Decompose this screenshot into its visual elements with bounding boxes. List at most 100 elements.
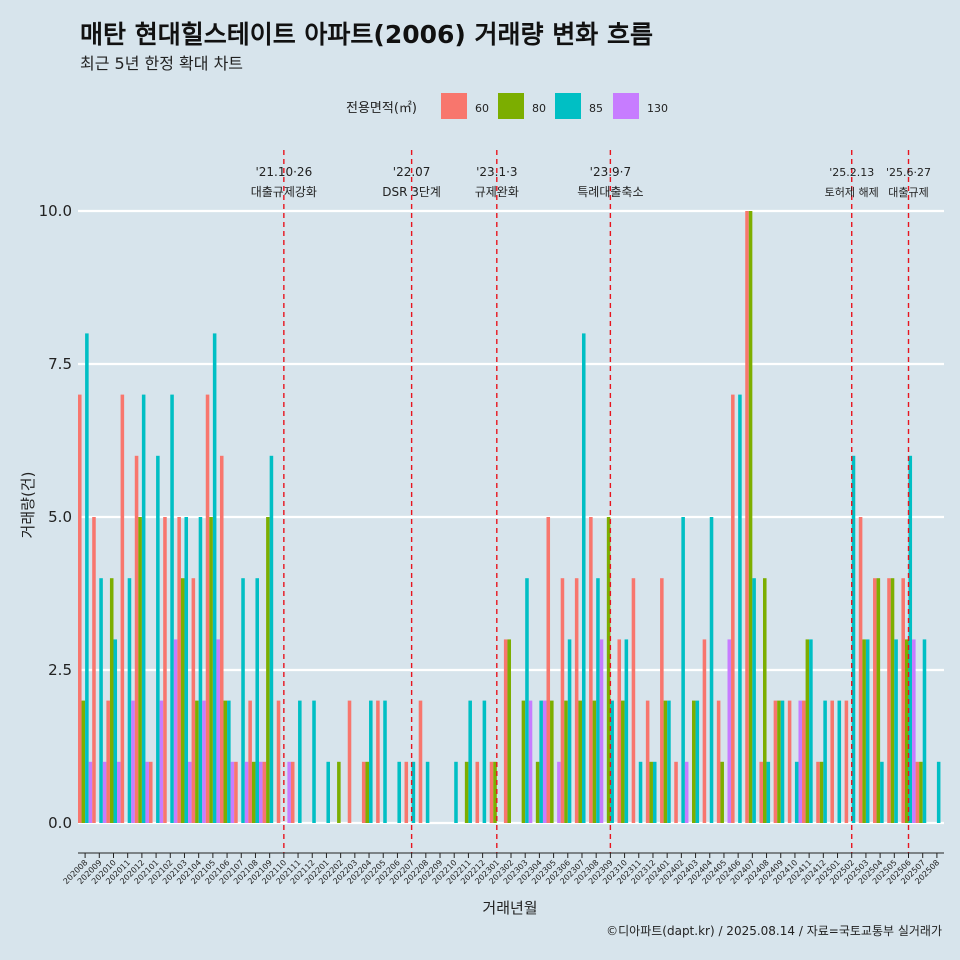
y-axis-title: 거래량(건) (19, 472, 37, 539)
bar-202009-85 (99, 578, 103, 823)
event-lines: '21.10·26 대출규제강화 '22.07 DSR 3단계 '23.1·3 규제완화 '… (251, 150, 931, 853)
legend-key-80 (498, 93, 524, 119)
bar-202108-60 (248, 700, 252, 823)
bar-202012-85 (141, 394, 146, 823)
bar-202508-85 (936, 761, 941, 823)
y-tick-label: 7.5 (48, 355, 72, 373)
bar-202405-60 (716, 700, 721, 823)
bar-202503-85 (865, 639, 870, 823)
bar-202303-85 (525, 578, 529, 823)
bar-202102-60 (163, 517, 167, 823)
bar-202411-85 (809, 639, 813, 823)
bar-202401-60 (660, 578, 664, 823)
bar-202107-85 (241, 578, 245, 823)
chart-title: 매탄 현대힐스테이트 아파트(2006) 거래량 변화 흐름 (80, 20, 653, 49)
bar-202008-60 (78, 394, 82, 823)
bar-202307-60 (574, 578, 579, 823)
bar-202411-80 (805, 639, 810, 823)
bar-202312-85 (652, 761, 657, 823)
bar-202010-80 (109, 578, 114, 823)
bar-202406-60 (731, 394, 735, 823)
bar-202506-130 (912, 639, 916, 823)
bar-202112-85 (312, 700, 316, 823)
bar-202012-80 (138, 517, 142, 823)
bar-202306-60 (560, 578, 565, 823)
bar-202106-85 (227, 700, 231, 823)
bar-202103-80 (180, 578, 185, 823)
caption: ©디아파트(dapt.kr) / 2025.08.14 / 자료=국토교통부 실… (606, 924, 942, 938)
bar-202411-60 (802, 700, 806, 823)
y-axis: 0.0 2.5 5.0 7.5 10.0 (39, 202, 72, 832)
bar-202008-130 (88, 761, 93, 823)
bar-202210-85 (454, 761, 458, 823)
event-label-202506: 대출규제 (888, 186, 928, 199)
bar-202403-80 (692, 700, 696, 823)
bar-202501-85 (837, 700, 842, 823)
bar-202412-85 (823, 700, 827, 823)
legend: 전용면적(㎡) 60 80 85 130 (346, 93, 668, 119)
bar-202109-80 (266, 517, 270, 823)
bar-202310-85 (624, 639, 629, 823)
legend-key-85 (555, 93, 581, 119)
bar-202204-60 (361, 761, 366, 823)
bar-202305-80 (550, 700, 554, 823)
bar-202109-85 (269, 455, 274, 823)
bar-202305-130 (557, 761, 561, 823)
bar-202404-60 (702, 639, 707, 823)
bar-202312-60 (645, 700, 650, 823)
event-date-202110: '21.10·26 (255, 165, 312, 179)
bar-202302-60 (503, 639, 508, 823)
legend-label-85: 85 (589, 102, 603, 115)
bar-202404-85 (709, 517, 714, 823)
bar-202409-80 (777, 700, 781, 823)
bar-202202-80 (337, 761, 341, 823)
bar-202008-80 (81, 700, 86, 823)
bar-202307-85 (581, 333, 586, 823)
bar-202308-130 (599, 639, 604, 823)
bar-202407-80 (748, 211, 753, 823)
event-label-202301: 규제완화 (475, 185, 519, 199)
bar-202504-80 (876, 578, 881, 823)
bar-202101-85 (156, 455, 160, 823)
bar-202410-130 (798, 700, 803, 823)
bar-202506-80 (904, 639, 909, 823)
bar-202203-60 (347, 700, 352, 823)
y-tick-label: 5.0 (48, 508, 72, 526)
bar-202507-80 (919, 761, 923, 823)
bar-202104-80 (195, 700, 199, 823)
bar-202107-130 (244, 761, 249, 823)
bar-202105-60 (205, 394, 210, 823)
bar-202406-85 (738, 394, 742, 823)
bar-202308-80 (592, 700, 597, 823)
bar-202506-85 (908, 455, 913, 823)
bar-202408-60 (759, 761, 763, 823)
bar-202304-130 (542, 700, 547, 823)
bar-202410-60 (787, 700, 792, 823)
bar-202107-60 (234, 761, 238, 823)
y-tick-label: 2.5 (48, 661, 72, 679)
bar-202011-85 (127, 578, 132, 823)
x-axis-title: 거래년월 (482, 899, 537, 917)
bar-202304-85 (539, 700, 543, 823)
bar-202307-80 (578, 700, 582, 823)
bar-202102-130 (173, 639, 178, 823)
bar-202105-130 (216, 639, 220, 823)
y-tick-label: 10.0 (39, 202, 72, 220)
bar-202409-60 (773, 700, 778, 823)
event-date-202506: '25.6·27 (886, 166, 931, 179)
bar-202108-130 (259, 761, 263, 823)
bar-202108-85 (255, 578, 260, 823)
bar-202207-60 (404, 761, 409, 823)
bar-202312-80 (649, 761, 653, 823)
bar-202308-60 (589, 517, 593, 823)
legend-key-130 (613, 93, 639, 119)
bar-202405-130 (727, 639, 732, 823)
bar-202303-130 (528, 700, 533, 823)
bar-202405-80 (720, 761, 724, 823)
bar-202104-85 (198, 517, 203, 823)
bar-202407-85 (752, 578, 756, 823)
bar-202311-85 (638, 761, 643, 823)
bar-202205-85 (383, 700, 387, 823)
bar-202207-85 (411, 761, 416, 823)
bar-202101-60 (148, 761, 153, 823)
